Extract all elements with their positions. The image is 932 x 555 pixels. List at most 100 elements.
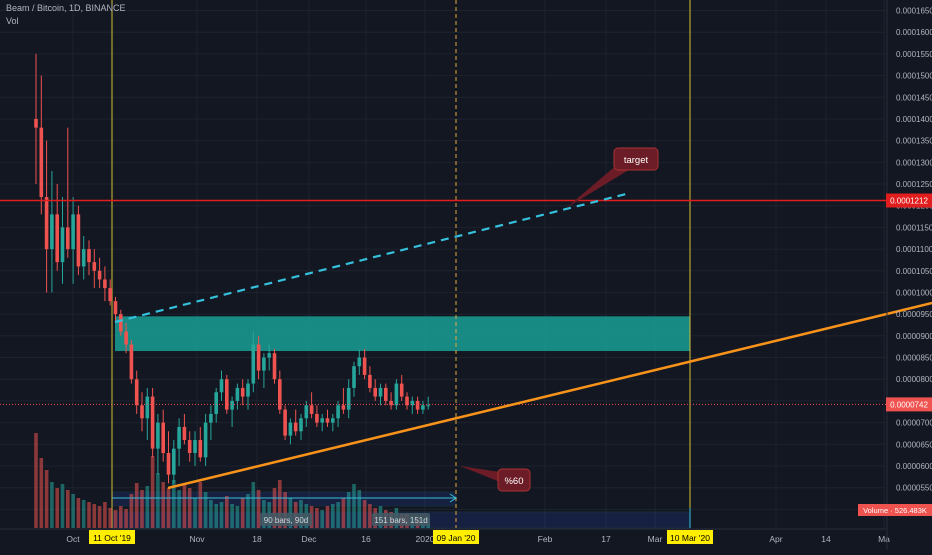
volume-bar xyxy=(177,490,181,528)
candle-body xyxy=(331,418,335,423)
volume-bar xyxy=(331,504,335,528)
volume-bar xyxy=(251,482,256,528)
candle-body xyxy=(66,227,70,250)
target-callout-box xyxy=(613,147,659,171)
volume-bar xyxy=(219,502,224,528)
candle-body xyxy=(394,383,399,406)
support-trendline xyxy=(167,301,932,490)
candle-body xyxy=(288,422,293,436)
x-tick-label: 17 xyxy=(601,534,611,544)
x-tick-label: Oct xyxy=(66,534,80,544)
candle-body xyxy=(140,405,144,419)
volume-bar xyxy=(103,502,107,528)
volume-bar xyxy=(66,490,70,528)
candle-body xyxy=(92,262,97,271)
candle-body xyxy=(113,301,118,315)
y-tick-label: 0.0000900 xyxy=(896,332,932,341)
volume-bar xyxy=(108,508,112,528)
y-tick-label: 0.0001300 xyxy=(896,158,932,167)
range-label-bg-2 xyxy=(372,513,430,526)
volume-indicator-label: Vol xyxy=(6,16,19,26)
x-tick-label: Mar xyxy=(648,534,663,544)
candle-body xyxy=(293,422,298,432)
volume-bar xyxy=(129,494,134,528)
date-marker: 10 Mar '20 xyxy=(670,533,710,543)
candle-body xyxy=(145,396,150,419)
volume-bar xyxy=(246,494,250,528)
volume-bar xyxy=(203,492,208,528)
candle-body xyxy=(262,357,266,371)
volume-bar xyxy=(55,488,59,528)
candle-body xyxy=(352,366,356,388)
candle-body xyxy=(251,344,256,384)
candle-body xyxy=(76,214,81,267)
volume-bar xyxy=(341,498,346,528)
last-price-tag-bg xyxy=(886,397,932,412)
candle-body xyxy=(103,279,107,289)
volume-bar xyxy=(235,506,240,528)
candle-body xyxy=(161,422,165,453)
y-tick-label: 0.0001500 xyxy=(896,72,932,81)
volume-tag: Volume · 526.483K xyxy=(863,506,927,515)
y-tick-label: 0.0000550 xyxy=(896,484,932,493)
volume-bar xyxy=(172,480,176,528)
y-tick-label: 0.0001550 xyxy=(896,50,932,59)
candle-body xyxy=(150,396,155,449)
candle-body xyxy=(278,379,282,410)
target-callout-text: target xyxy=(624,155,649,166)
volume-bar xyxy=(39,458,44,528)
candle-body xyxy=(336,405,340,419)
candle-body xyxy=(426,405,430,407)
volume-bar xyxy=(113,510,118,528)
y-tick-label: 0.0001600 xyxy=(896,28,932,37)
x-tick-label: Dec xyxy=(301,534,317,544)
y-tick-label: 0.0001400 xyxy=(896,115,932,124)
volume-bar xyxy=(283,492,287,528)
candle-body xyxy=(320,418,324,423)
candle-body xyxy=(299,418,303,432)
target-callout-pointer xyxy=(566,164,632,208)
candle-body xyxy=(405,396,409,406)
candle-body xyxy=(214,392,218,414)
date-marker: 11 Oct '19 xyxy=(93,533,131,543)
x-tick-label: Feb xyxy=(538,534,553,544)
volume-bar xyxy=(320,510,324,528)
candle-body xyxy=(272,353,277,380)
target-price-tag-bg xyxy=(886,193,932,208)
pct-callout-text: %60 xyxy=(504,476,523,487)
volume-bar xyxy=(87,502,91,528)
x-tick-label: Ma xyxy=(878,534,890,544)
volume-bar xyxy=(156,473,160,528)
x-tick-label: 18 xyxy=(252,534,262,544)
candle-body xyxy=(240,387,245,397)
candle-body xyxy=(71,214,75,250)
y-tick-label: 0.0001650 xyxy=(896,7,932,16)
candle-body xyxy=(39,127,44,198)
candle-body xyxy=(119,314,123,332)
range-arrowhead-1 xyxy=(449,493,457,503)
candle-body xyxy=(44,197,49,250)
candle-body xyxy=(34,118,38,128)
volume-bar xyxy=(187,488,192,528)
volume-bar xyxy=(315,508,319,528)
candle-body xyxy=(55,214,59,263)
candle-body xyxy=(60,227,65,263)
candle-body xyxy=(177,426,181,449)
volume-bar xyxy=(209,500,213,528)
date-marker-bg xyxy=(433,530,479,544)
candle-body xyxy=(156,422,160,449)
volume-bar xyxy=(272,488,277,528)
chart-grid xyxy=(0,0,886,528)
y-tick-label: 0.0001050 xyxy=(896,267,932,276)
range-label-2: 151 bars, 151d xyxy=(374,516,427,525)
volume-bar xyxy=(336,502,340,528)
y-tick-label: 0.0000950 xyxy=(896,310,932,319)
date-marker-bg xyxy=(89,530,135,544)
volume-bar xyxy=(368,504,372,528)
x-tick-label: 16 xyxy=(361,534,371,544)
y-tick-label: 0.0000600 xyxy=(896,462,932,471)
candle-body xyxy=(182,426,187,440)
volume-bar xyxy=(50,482,54,528)
